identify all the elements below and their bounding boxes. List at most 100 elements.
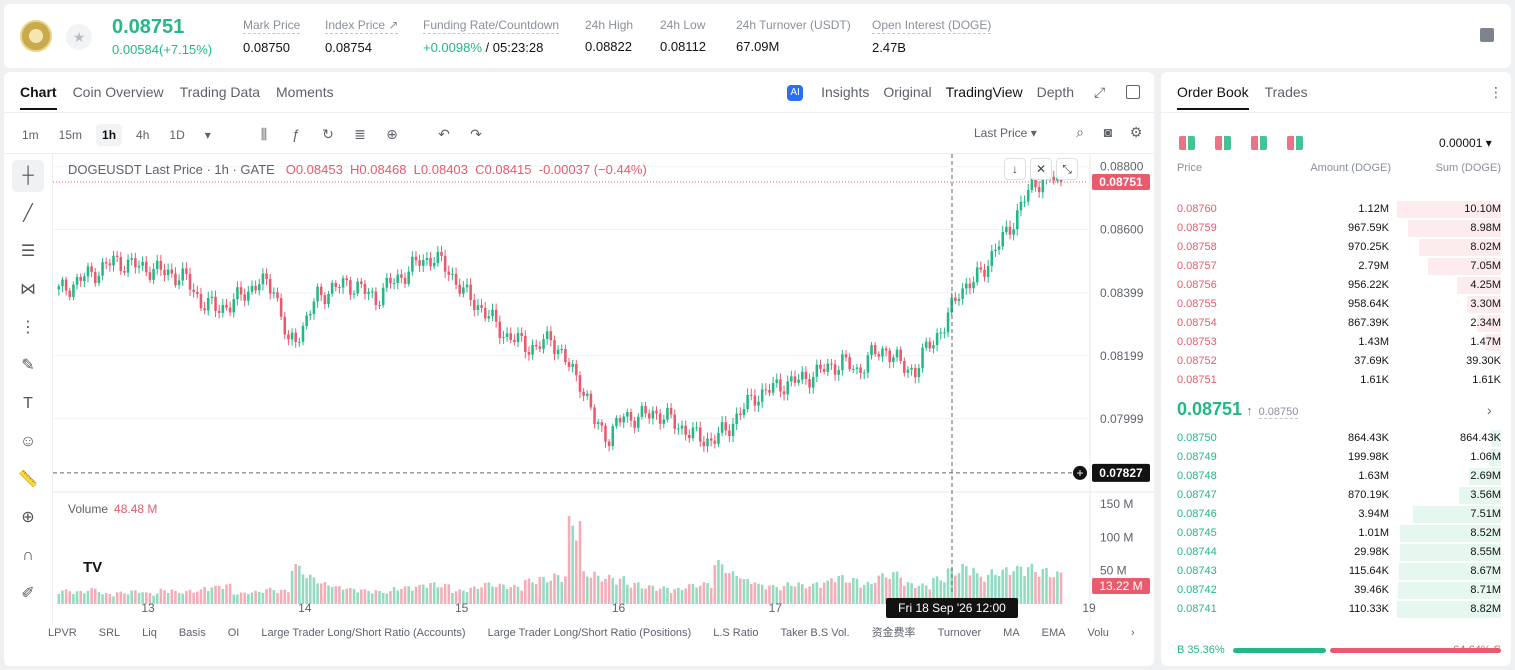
ask-row[interactable]: 0.08758 970.25K 8.02M: [1161, 238, 1511, 257]
scroll-down-icon[interactable]: ↓: [1004, 158, 1026, 180]
tab-trades[interactable]: Trades: [1264, 84, 1308, 100]
candle-body: [411, 256, 414, 272]
candle-body: [731, 424, 735, 437]
view-tradingview[interactable]: TradingView: [945, 84, 1023, 100]
gear-icon[interactable]: ⚙: [1129, 124, 1143, 140]
bid-row[interactable]: 0.08742 39.46K 8.71M: [1161, 581, 1511, 600]
pencil-lock-icon[interactable]: ✐: [21, 585, 35, 602]
candle-type-icon[interactable]: ⫼: [260, 126, 268, 142]
tf-15m[interactable]: 15m: [58, 128, 83, 142]
view-asks-icon[interactable]: [1251, 136, 1267, 150]
ind-taker-vol[interactable]: Taker B.S Vol.: [780, 627, 850, 639]
ind-liq[interactable]: Liq: [142, 627, 157, 639]
tab-order-book[interactable]: Order Book: [1177, 84, 1249, 110]
stat-mark-price[interactable]: Mark Price 0.08750: [243, 18, 301, 55]
tab-coin-overview[interactable]: Coin Overview: [72, 84, 164, 100]
more-icon[interactable]: ⋮: [1489, 84, 1503, 100]
bid-row[interactable]: 0.08748 1.63M 2.69M: [1161, 467, 1511, 486]
zoom-in-icon[interactable]: ⊕: [21, 509, 35, 526]
indicators-icon[interactable]: ƒ: [292, 126, 300, 142]
view-depth[interactable]: Depth: [1036, 84, 1074, 100]
undo-icon[interactable]: ↶: [438, 126, 450, 142]
volume-bar: [822, 582, 826, 604]
view-original[interactable]: Original: [883, 84, 932, 100]
price-type-select[interactable]: Last Price ▾: [974, 126, 1037, 140]
fib-icon[interactable]: ⋮: [20, 319, 36, 336]
tf-1m[interactable]: 1m: [22, 128, 39, 142]
tab-trading-data[interactable]: Trading Data: [179, 84, 261, 100]
fullscreen-icon[interactable]: ⤡: [1056, 158, 1078, 180]
ruler-icon[interactable]: 📏: [18, 471, 38, 488]
stat-open-interest[interactable]: Open Interest (DOGE) 2.47B: [872, 18, 992, 55]
text-tool-icon[interactable]: T: [23, 395, 33, 412]
bid-row[interactable]: 0.08744 29.98K 8.55M: [1161, 543, 1511, 562]
ind-srl[interactable]: SRL: [98, 627, 121, 639]
ind-funding-rate[interactable]: 资金费率: [871, 627, 916, 639]
ask-row[interactable]: 0.08753 1.43M 1.47M: [1161, 333, 1511, 352]
bid-row[interactable]: 0.08747 870.19K 3.56M: [1161, 486, 1511, 505]
ind-ls-accounts[interactable]: Large Trader Long/Short Ratio (Accounts): [261, 627, 466, 639]
ask-row[interactable]: 0.08757 2.79M 7.05M: [1161, 257, 1511, 276]
tf-1h[interactable]: 1h: [96, 124, 123, 146]
tf-4h[interactable]: 4h: [136, 128, 150, 142]
bid-row[interactable]: 0.08741 110.33K 8.82M: [1161, 600, 1511, 619]
precision-select[interactable]: 0.00001 ▾: [1439, 136, 1492, 150]
ask-row[interactable]: 0.08756 956.22K 4.25M: [1161, 276, 1511, 295]
magnet-icon[interactable]: ∩: [22, 547, 34, 564]
chevron-right-icon[interactable]: ›: [1130, 627, 1135, 639]
horizontal-lines-icon[interactable]: ☰: [20, 243, 36, 260]
stat-funding-rate[interactable]: Funding Rate/Countdown +0.0098% / 05:23:…: [423, 18, 560, 55]
ask-row[interactable]: 0.08751 1.61K 1.61K: [1161, 371, 1511, 390]
ask-row[interactable]: 0.08752 37.69K 39.30K: [1161, 352, 1511, 371]
volume-bar: [79, 591, 82, 604]
pattern-icon[interactable]: ⋈: [20, 281, 36, 298]
collapse-icon[interactable]: ✕: [1030, 158, 1052, 180]
ind-basis[interactable]: Basis: [178, 627, 206, 639]
ind-lpvr[interactable]: LPVR: [48, 627, 77, 639]
bid-row[interactable]: 0.08743 115.64K 8.67M: [1161, 562, 1511, 581]
tab-moments[interactable]: Moments: [276, 84, 334, 100]
ind-ma[interactable]: MA: [1003, 627, 1020, 639]
ind-turnover[interactable]: Turnover: [937, 627, 982, 639]
ind-ema[interactable]: EMA: [1041, 627, 1066, 639]
refresh-icon[interactable]: ↻: [322, 126, 334, 142]
trend-line-icon[interactable]: ╱: [23, 205, 33, 222]
view-bids-icon[interactable]: [1215, 136, 1231, 150]
view-compact-icon[interactable]: [1287, 136, 1303, 150]
crosshair-icon[interactable]: ┼: [12, 160, 44, 192]
view-insights[interactable]: AI Insights: [773, 84, 869, 102]
tf-dropdown-icon[interactable]: ▾: [204, 128, 211, 142]
camera-icon[interactable]: ◙: [1103, 124, 1113, 140]
candlestick-chart[interactable]: 0.08800 0.08600 0.08399 0.08199 0.07999 150 M…: [53, 154, 1154, 622]
chevron-right-icon[interactable]: ›: [1487, 402, 1492, 418]
stat-index-price[interactable]: Index Price ↗ 0.08754: [325, 18, 399, 55]
favorite-star-icon[interactable]: ★: [66, 24, 92, 50]
last-volume-tag: [1092, 578, 1150, 594]
emoji-icon[interactable]: ☺: [19, 433, 37, 450]
redo-icon[interactable]: ↷: [470, 126, 482, 142]
bid-row[interactable]: 0.08749 199.98K 1.06M: [1161, 448, 1511, 467]
search-icon[interactable]: ⌕: [1076, 124, 1084, 140]
ask-row[interactable]: 0.08754 867.39K 2.34M: [1161, 314, 1511, 333]
bid-row[interactable]: 0.08746 3.94M 7.51M: [1161, 505, 1511, 524]
tab-chart[interactable]: Chart: [20, 84, 57, 110]
volume-bar: [498, 583, 502, 604]
ind-oi[interactable]: OI: [227, 627, 240, 639]
tf-1d[interactable]: 1D: [169, 128, 185, 142]
add-indicator-icon[interactable]: ⊕: [386, 126, 398, 142]
ind-volume[interactable]: Volu: [1087, 627, 1109, 639]
ask-row[interactable]: 0.08759 967.59K 8.98M: [1161, 219, 1511, 238]
ask-row[interactable]: 0.08760 1.12M 10.10M: [1161, 200, 1511, 219]
bid-row[interactable]: 0.08745 1.01M 8.52M: [1161, 524, 1511, 543]
brush-icon[interactable]: ✎: [21, 357, 35, 374]
template-icon[interactable]: ≣: [354, 126, 366, 142]
bid-row[interactable]: 0.08750 864.43K 864.43K: [1161, 429, 1511, 448]
ind-ls-positions[interactable]: Large Trader Long/Short Ratio (Positions…: [487, 627, 692, 639]
view-both-icon[interactable]: [1179, 136, 1195, 150]
expand-icon[interactable]: ⤢: [1094, 84, 1106, 100]
window-icon[interactable]: [1126, 85, 1140, 99]
ask-row[interactable]: 0.08755 958.64K 3.30M: [1161, 295, 1511, 314]
ind-ls-ratio[interactable]: L.S Ratio: [713, 627, 759, 639]
book-icon[interactable]: [1480, 28, 1494, 42]
candle-body: [972, 282, 975, 289]
